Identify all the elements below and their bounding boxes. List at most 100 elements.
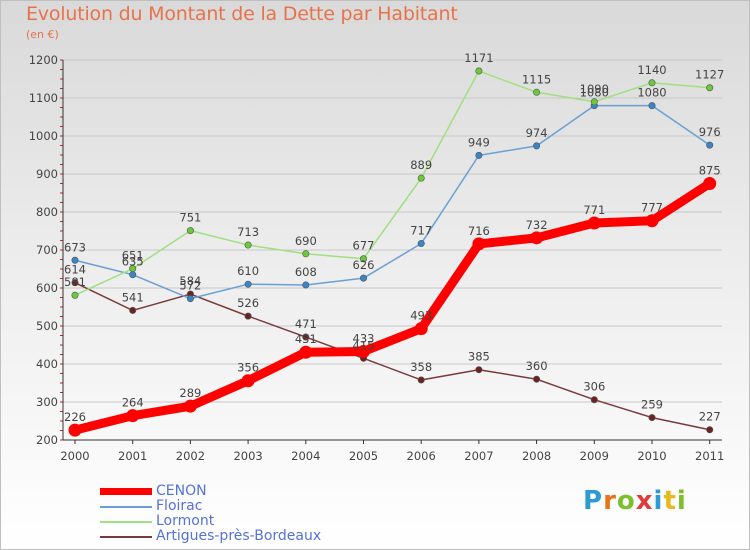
data-label: 732 [526, 218, 548, 232]
data-point [299, 345, 313, 359]
legend-label-lormont: Lormont [156, 513, 215, 529]
x-tick-label: 2005 [349, 449, 378, 463]
data-point [533, 375, 541, 383]
data-point [475, 366, 483, 374]
data-label: 259 [641, 398, 663, 412]
data-label: 526 [237, 296, 259, 310]
data-label: 1140 [637, 63, 666, 77]
chart-subtitle: (en €) [26, 28, 59, 41]
x-tick-label: 2009 [580, 449, 609, 463]
series-line-floirac [74, 104, 711, 300]
data-point [417, 376, 425, 384]
data-point [244, 280, 252, 288]
legend-swatch-lormont [100, 521, 152, 523]
legend-item-lormont[interactable]: Lormont [100, 514, 360, 529]
data-label: 974 [526, 126, 548, 140]
y-tick-label: 300 [36, 395, 58, 409]
logo-letter: x [635, 486, 654, 516]
x-tick-label: 2008 [522, 449, 551, 463]
data-point [417, 240, 425, 248]
data-point [533, 142, 541, 150]
data-label: 635 [122, 255, 144, 269]
legend-item-floirac[interactable]: Floirac [100, 499, 360, 514]
x-tick-label: 2006 [407, 449, 436, 463]
data-label: 610 [237, 264, 259, 278]
data-label: 713 [237, 225, 259, 239]
data-point [475, 151, 483, 159]
data-point [359, 255, 367, 263]
data-point [706, 141, 714, 149]
series-line-cenon [70, 179, 715, 435]
data-point [71, 291, 79, 299]
data-label: 717 [410, 224, 432, 238]
data-point [648, 79, 656, 87]
data-point [129, 306, 137, 314]
data-point [648, 414, 656, 422]
data-point [71, 256, 79, 264]
data-point [129, 271, 137, 279]
data-label: 751 [179, 211, 201, 225]
legend-item-cenon[interactable]: CENON [100, 484, 360, 499]
data-label: 875 [699, 164, 721, 178]
data-point [244, 312, 252, 320]
data-label: 949 [468, 135, 490, 149]
logo-letter: i [653, 486, 664, 516]
data-label: 584 [179, 274, 201, 288]
data-label: 415 [353, 338, 375, 352]
data-point [71, 279, 79, 287]
data-label: 385 [468, 350, 490, 364]
y-tick-label: 1100 [29, 91, 58, 105]
data-label: 1080 [580, 86, 609, 100]
data-point [533, 88, 541, 96]
series-line-lormont [74, 70, 711, 296]
data-label: 1171 [464, 51, 493, 65]
axes: 200 300 400 500 600 700 800 900 1000 1100 1200 2000… [29, 53, 725, 463]
data-label: 716 [468, 224, 490, 238]
x-tick-label: 2003 [233, 449, 262, 463]
data-label: 227 [699, 410, 721, 424]
data-label: 431 [295, 332, 317, 346]
series-layer [68, 67, 717, 437]
legend-item-artigues[interactable]: Artigues-près-Bordeaux [100, 529, 360, 544]
data-point [186, 227, 194, 235]
grid [63, 59, 722, 403]
y-tick-label: 1000 [29, 129, 58, 143]
data-label: 771 [583, 203, 605, 217]
logo-letter: r [603, 486, 617, 516]
data-label: 360 [526, 359, 548, 373]
data-point [417, 174, 425, 182]
x-tick-label: 2002 [176, 449, 205, 463]
logo-letter: o [616, 486, 636, 516]
data-point [241, 374, 255, 388]
y-tick-label: 400 [36, 357, 58, 371]
y-tick-label: 800 [36, 205, 58, 219]
data-label: 651 [122, 249, 144, 263]
data-point [648, 102, 656, 110]
data-point [359, 274, 367, 282]
y-tick-label: 600 [36, 281, 58, 295]
x-tick-label: 2004 [291, 449, 320, 463]
legend: CENON Floirac Lormont Artigues-près-Bord… [100, 484, 360, 544]
data-label: 581 [64, 275, 86, 289]
x-tick-label: 2010 [637, 449, 666, 463]
data-labels: 673 635 572 610 608 626 717 949 974 1080 1080 976 58… [64, 51, 724, 424]
data-label: 777 [641, 201, 663, 215]
data-label: 306 [583, 380, 605, 394]
x-tick-label: 2000 [60, 449, 89, 463]
data-label: 690 [295, 234, 317, 248]
y-tick-label: 1200 [29, 53, 58, 67]
y-tick-label: 700 [36, 243, 58, 257]
data-point [186, 295, 194, 303]
data-point [126, 409, 140, 423]
data-label: 433 [353, 331, 375, 345]
x-tick-label: 2011 [695, 449, 724, 463]
logo-letter: t [663, 486, 677, 516]
data-point [414, 322, 428, 336]
data-point [590, 396, 598, 404]
logo-letter: i [676, 486, 687, 516]
data-label: 471 [295, 317, 317, 331]
chart-title: Evolution du Montant de la Dette par Hab… [26, 3, 458, 25]
data-label: 1115 [522, 72, 551, 86]
legend-label-artigues: Artigues-près-Bordeaux [156, 528, 322, 544]
